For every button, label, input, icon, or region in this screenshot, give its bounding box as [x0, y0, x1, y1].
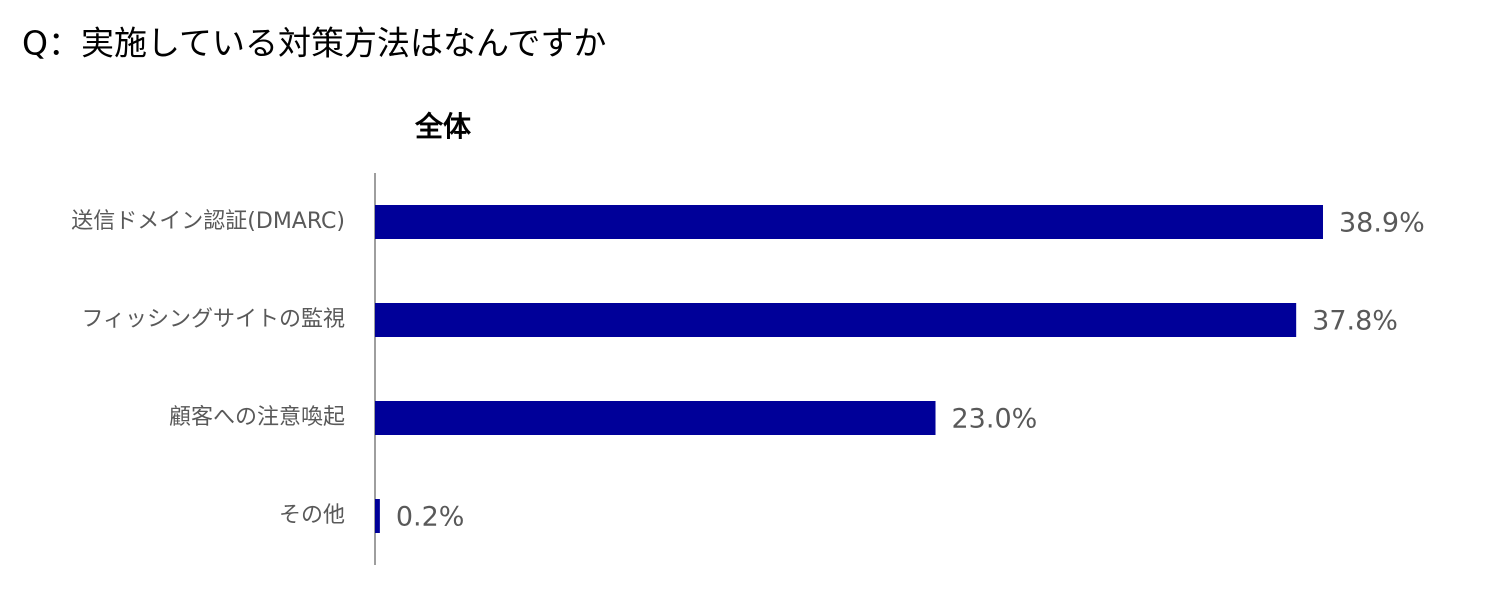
- category-label: 送信ドメイン認証(DMARC): [71, 209, 345, 234]
- value-label: 38.9%: [1339, 208, 1425, 239]
- bar: [375, 205, 1323, 239]
- value-label: 23.0%: [952, 404, 1038, 435]
- bar: [375, 303, 1297, 337]
- chart-subtitle: 全体: [414, 110, 472, 143]
- value-label: 37.8%: [1312, 306, 1398, 337]
- bar: [375, 499, 380, 533]
- value-label: 0.2%: [396, 502, 465, 533]
- category-label: その他: [279, 503, 345, 528]
- category-label: 顧客への注意喚起: [169, 405, 345, 430]
- chart-title: Q：実施している対策方法はなんですか: [22, 24, 606, 63]
- category-label: フィッシングサイトの監視: [81, 307, 345, 332]
- bar: [375, 401, 936, 435]
